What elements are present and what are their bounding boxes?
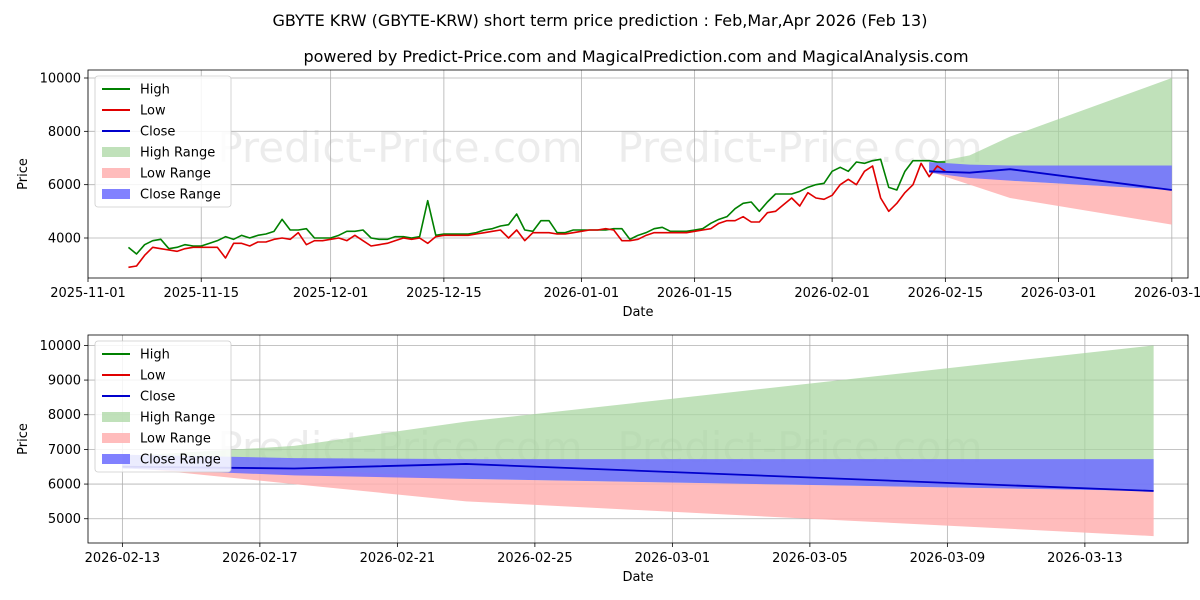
bottom-panel: 2026-02-13 2026-02-17 2026-02-21 2026-02-25…: [16, 334, 1189, 585]
x-tick-label: 2026-03-05: [772, 551, 848, 566]
legend-high-range-swatch: [102, 147, 130, 157]
y-axis-label: Price: [16, 423, 31, 455]
x-tick-label: 2025-12-15: [406, 286, 482, 301]
legend-close-range-swatch: [102, 454, 130, 464]
y-tick-label: 8000: [48, 408, 81, 423]
chart-title: GBYTE KRW (GBYTE-KRW) short term price p…: [273, 11, 928, 30]
legend-close-label: Close: [140, 390, 175, 405]
y-tick-label: 6000: [48, 478, 81, 493]
watermark-top-left: Predict-Price.com: [217, 123, 582, 172]
legend-high-range-label: High Range: [140, 146, 215, 161]
legend-high-label: High: [140, 83, 170, 98]
y-tick-label: 7000: [48, 443, 81, 458]
close-line: [929, 168, 1172, 191]
y-tick-label: 4000: [48, 232, 81, 247]
legend-low-range-swatch: [102, 433, 130, 443]
x-tick-label: 2025-12-01: [293, 286, 369, 301]
x-tick-label: 2026-01-15: [657, 286, 733, 301]
x-tick-label: 2026-02-01: [794, 286, 870, 301]
legend-close-label: Close: [140, 125, 175, 140]
legend: High Low Close High Range Low Range Close Ran…: [94, 75, 232, 208]
x-tick-label: 2026-03-13: [1047, 551, 1123, 566]
plot-area: [122, 345, 1154, 537]
x-tick-label: 2026-01-01: [544, 286, 620, 301]
low-range-band: [122, 466, 1154, 537]
y-tick-label: 5000: [48, 512, 81, 527]
legend: High Low Close High Range Low Range Close Ran…: [94, 340, 232, 473]
y-tick-label: 8000: [48, 125, 81, 140]
legend-low-label: Low: [140, 104, 166, 119]
axes-frame: [87, 69, 1189, 279]
x-tick-label: 2026-03-01: [635, 551, 711, 566]
low-range-band: [929, 171, 1172, 225]
axes-frame: [87, 334, 1189, 544]
legend-close-range-label: Close Range: [140, 188, 221, 203]
x-tick-label: 2026-02-17: [222, 551, 298, 566]
x-tick-label: 2025-11-01: [50, 286, 126, 301]
low-line: [128, 162, 946, 269]
legend-high-range-label: High Range: [140, 411, 215, 426]
x-tick-label: 2026-02-15: [908, 286, 984, 301]
plot-area: [127, 78, 1172, 269]
chart-subtitle: powered by Predict-Price.com and Magical…: [303, 47, 968, 66]
high-range-band: [929, 78, 1172, 190]
y-axis-label: Price: [16, 158, 31, 190]
x-tick-label: 2026-02-13: [85, 551, 161, 566]
legend-close-range-swatch: [102, 189, 130, 199]
high-range-band: [122, 345, 1154, 491]
legend-low-range-label: Low Range: [140, 167, 211, 182]
x-tick-label: 2026-03-01: [1021, 286, 1097, 301]
y-tick-label: 10000: [40, 339, 81, 354]
legend-low-range-swatch: [102, 168, 130, 178]
x-axis-label: Date: [622, 305, 653, 320]
y-tick-label: 9000: [48, 374, 81, 389]
watermark-top-right: Predict-Price.com: [617, 123, 982, 172]
legend-low-range-label: Low Range: [140, 432, 211, 447]
legend-high-label: High: [140, 348, 170, 363]
x-axis-label: Date: [622, 570, 653, 585]
high-line: [127, 158, 946, 255]
legend-close-range-label: Close Range: [140, 453, 221, 468]
y-tick-label: 6000: [48, 178, 81, 193]
close-range-band: [122, 454, 1154, 491]
x-tick-label: 2026-03-09: [910, 551, 986, 566]
x-tick-label: 2026-03-15: [1134, 286, 1200, 301]
y-tick-label: 10000: [40, 72, 81, 87]
x-tick-label: 2025-11-15: [163, 286, 239, 301]
x-tick-label: 2026-02-21: [360, 551, 436, 566]
legend-low-label: Low: [140, 369, 166, 384]
legend-high-range-swatch: [102, 412, 130, 422]
top-panel: 2025-11-01 2025-11-15 2025-12-01 2025-12-15…: [16, 69, 1200, 320]
x-tick-label: 2026-02-25: [497, 551, 573, 566]
